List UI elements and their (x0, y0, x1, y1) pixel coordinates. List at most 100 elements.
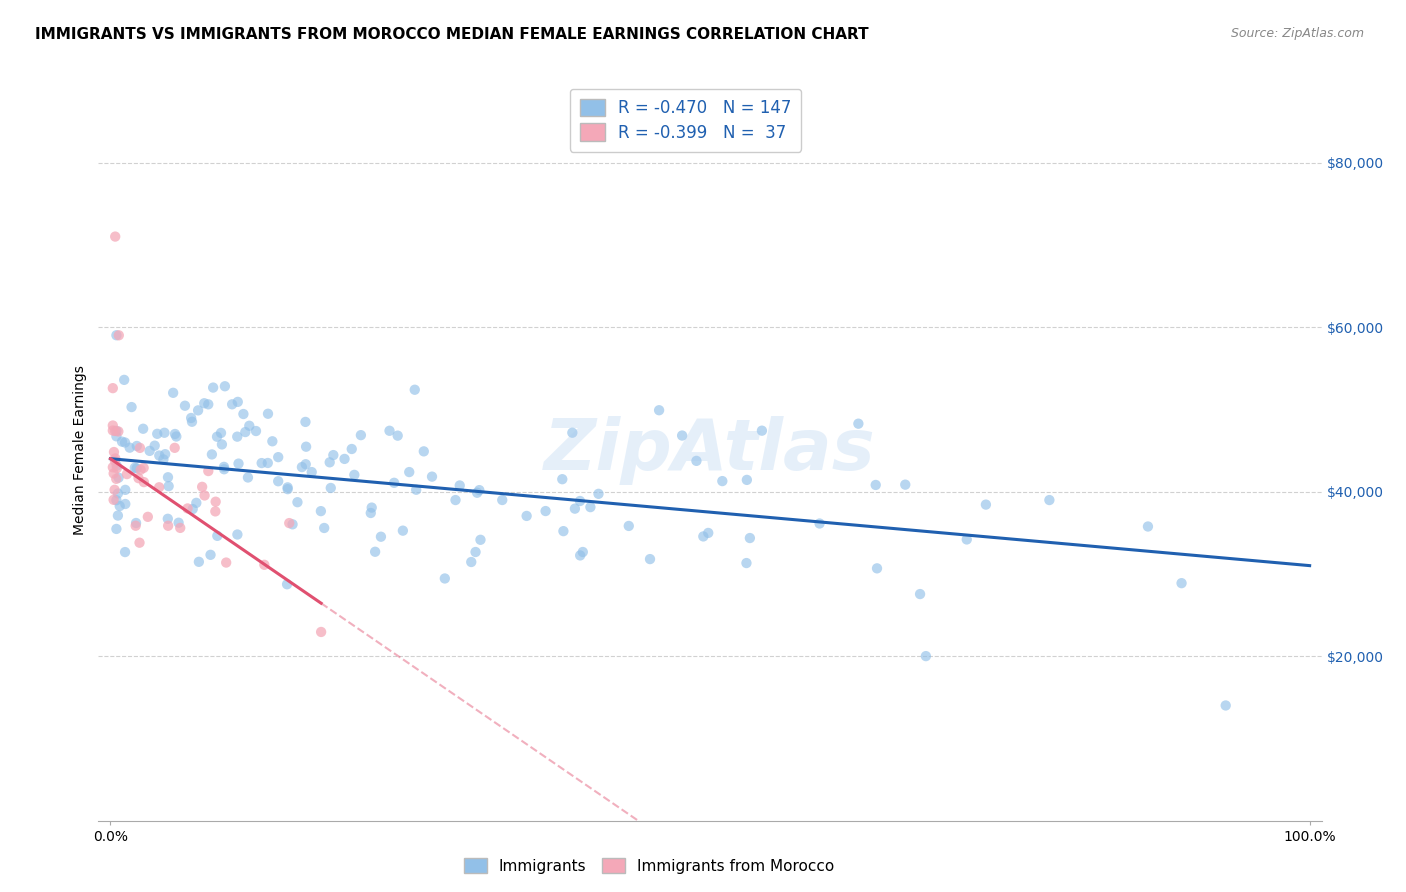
Point (257, 407, 280, 421)
Point (162, 385, 184, 400)
Point (124, 460, 146, 475)
Point (148, 449, 170, 463)
Point (103, 483, 125, 497)
Point (148, 480, 170, 494)
Point (735, 473, 758, 487)
Point (697, 525, 720, 540)
Point (157, 518, 180, 533)
Point (118, 441, 141, 455)
Point (107, 486, 129, 500)
Point (114, 497, 136, 511)
Point (318, 455, 340, 469)
Point (174, 399, 197, 413)
Text: IMMIGRANTS VS IMMIGRANTS FROM MOROCCO MEDIAN FEMALE EARNINGS CORRELATION CHART: IMMIGRANTS VS IMMIGRANTS FROM MOROCCO ME… (35, 27, 869, 42)
Point (201, 447, 224, 461)
Point (350, 428, 373, 442)
Point (108, 499, 131, 513)
Point (360, 506, 382, 520)
Point (132, 475, 155, 489)
Point (132, 460, 155, 475)
Point (153, 447, 176, 461)
Point (180, 411, 202, 425)
Point (163, 441, 186, 455)
Point (226, 395, 249, 409)
Point (214, 379, 236, 393)
Point (534, 504, 557, 518)
Point (156, 470, 179, 484)
Point (291, 460, 314, 475)
Point (107, 508, 129, 523)
Text: Source: ZipAtlas.com: Source: ZipAtlas.com (1230, 27, 1364, 40)
Point (711, 474, 734, 488)
Point (569, 549, 592, 563)
Point (735, 556, 758, 570)
Point (956, 533, 979, 547)
Point (848, 417, 870, 431)
Point (465, 485, 488, 500)
Point (105, 493, 128, 508)
Point (101, 381, 124, 395)
Point (125, 439, 148, 453)
Point (322, 448, 344, 462)
Point (103, 445, 125, 459)
Point (197, 397, 219, 411)
Point (169, 521, 191, 535)
Point (129, 463, 152, 477)
Point (460, 555, 482, 569)
Point (433, 572, 456, 586)
Point (215, 556, 238, 570)
Point (572, 545, 595, 559)
Point (232, 407, 254, 421)
Point (464, 545, 486, 559)
Point (152, 452, 174, 467)
Point (157, 479, 180, 493)
Point (104, 454, 127, 468)
Point (692, 529, 714, 543)
Point (111, 434, 134, 449)
Point (191, 480, 214, 494)
Point (579, 500, 602, 515)
Point (301, 465, 323, 479)
Point (105, 461, 128, 475)
Point (165, 429, 187, 443)
Point (866, 561, 889, 575)
Point (281, 517, 304, 532)
Point (204, 494, 226, 508)
Point (638, 552, 661, 566)
Point (751, 424, 773, 438)
Point (193, 396, 215, 410)
Point (238, 418, 260, 433)
Point (107, 425, 129, 439)
Point (187, 403, 209, 417)
Point (129, 441, 152, 455)
Point (915, 649, 938, 664)
Point (398, 465, 420, 479)
Legend: Immigrants, Immigrants from Morocco: Immigrants, Immigrants from Morocco (457, 852, 841, 880)
Point (294, 415, 316, 429)
Point (1038, 493, 1060, 508)
Text: ZipAtlas: ZipAtlas (544, 416, 876, 485)
Point (143, 439, 166, 453)
Y-axis label: Median Female Earnings: Median Female Earnings (73, 366, 87, 535)
Point (617, 519, 640, 533)
Point (105, 424, 128, 438)
Point (125, 461, 148, 475)
Point (588, 487, 610, 501)
Point (202, 381, 225, 395)
Point (516, 508, 538, 523)
Point (207, 529, 229, 543)
Point (128, 471, 150, 485)
Point (420, 469, 443, 483)
Point (387, 428, 409, 442)
Point (104, 424, 127, 438)
Point (153, 425, 176, 440)
Point (156, 512, 179, 526)
Point (468, 483, 491, 497)
Point (319, 481, 342, 495)
Point (245, 424, 267, 438)
Point (181, 415, 204, 429)
Point (267, 475, 290, 489)
Point (121, 400, 143, 414)
Point (205, 430, 228, 444)
Point (128, 535, 150, 549)
